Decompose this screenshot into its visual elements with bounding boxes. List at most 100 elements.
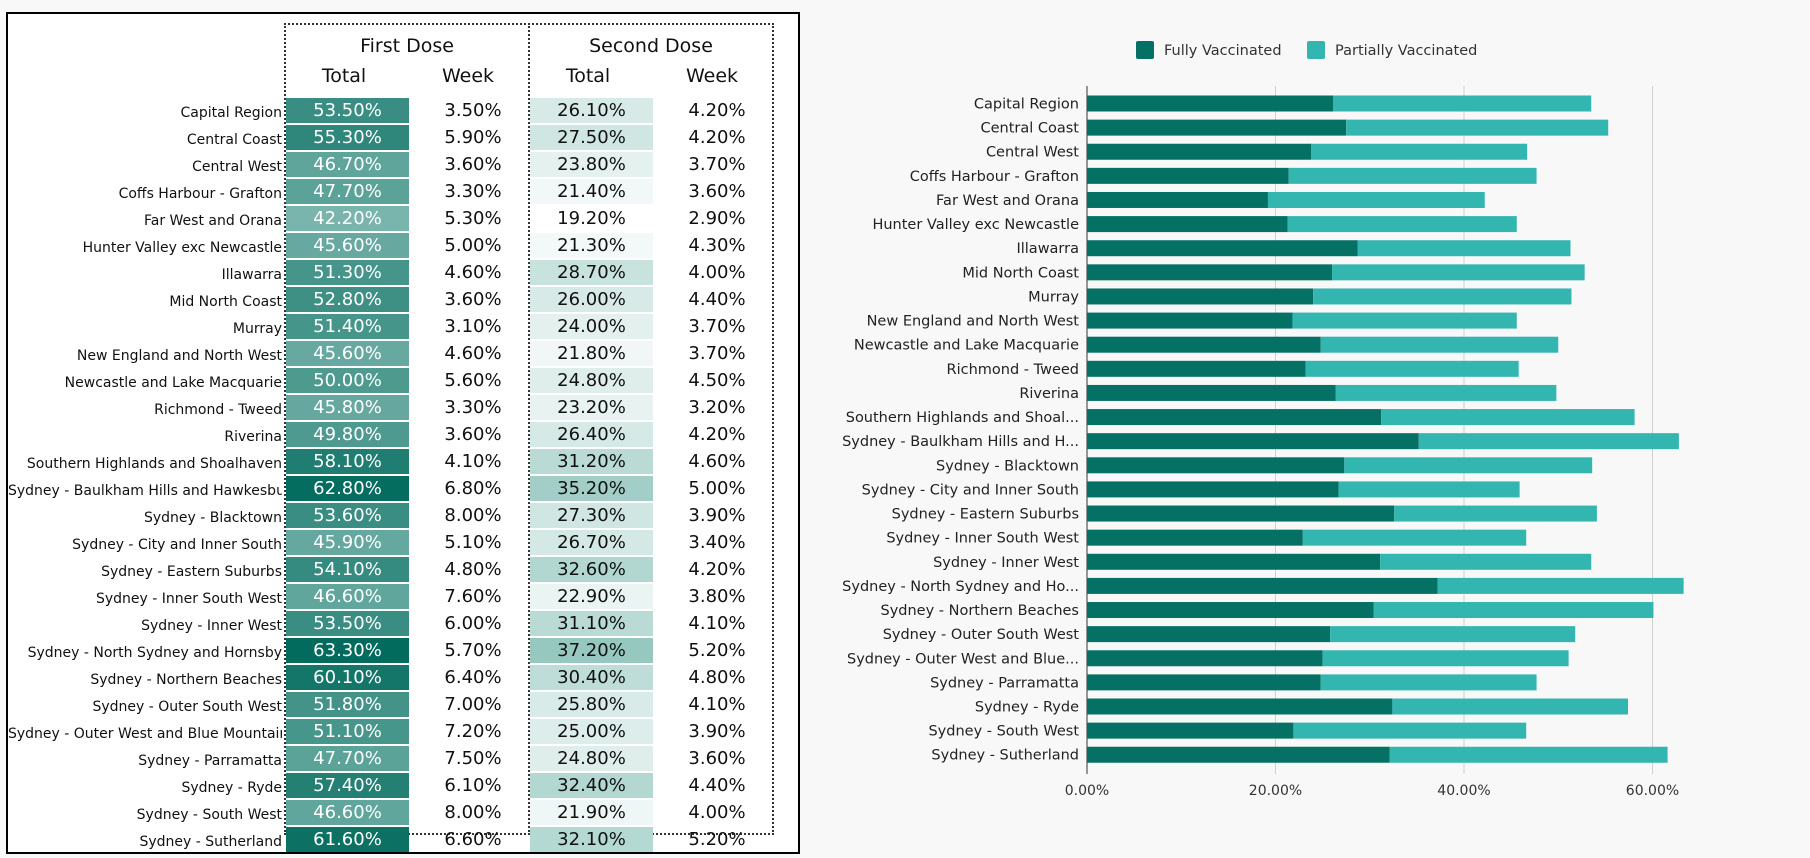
table-row: Coffs Harbour - Grafton 47.70% 3.30% 21.40%… — [8, 179, 798, 206]
bar-fully-vaccinated — [1087, 577, 1438, 594]
first-week-cell: 6.10% — [444, 775, 502, 796]
second-week-header: Week — [685, 65, 739, 87]
bar-fully-vaccinated — [1087, 191, 1268, 208]
first-total-cell: 63.30% — [286, 638, 409, 663]
bar-fully-vaccinated — [1087, 409, 1382, 426]
first-total-cell: 51.40% — [286, 314, 409, 339]
second-total-cell: 23.20% — [530, 395, 653, 420]
second-week-cell: 4.10% — [688, 694, 746, 715]
second-week-cell: 4.40% — [688, 775, 746, 796]
row-region-label: Hunter Valley exc Newcastle — [82, 240, 282, 256]
bar-fully-vaccinated — [1087, 240, 1358, 257]
chart-category-labels: Capital Region Central Coast Central West C… — [842, 97, 1079, 764]
category-label: Riverina — [1019, 386, 1079, 402]
bar-partially-vaccinated — [1302, 529, 1527, 546]
table-row: Sydney - Outer South West 51.80% 7.00% 25.8… — [8, 692, 798, 719]
table-row: Central West 46.70% 3.60% 23.80% 3.70% — [8, 152, 798, 179]
category-label: Sydney - Outer South West — [883, 627, 1080, 643]
bar-fully-vaccinated — [1087, 312, 1293, 329]
second-week-cell: 4.00% — [688, 802, 746, 823]
second-total-cell: 30.40% — [530, 665, 653, 690]
second-total-cell: 23.80% — [530, 152, 653, 177]
table-row: New England and North West 45.60% 4.60% 21.… — [8, 341, 798, 368]
first-week-cell: 7.60% — [444, 586, 502, 607]
category-label: Southern Highlands and Shoal... — [846, 410, 1079, 426]
bar-fully-vaccinated — [1087, 505, 1395, 522]
table-row: Southern Highlands and Shoalhaven 58.10% 4… — [8, 449, 798, 476]
first-total-cell: 45.60% — [286, 233, 409, 258]
first-total-cell: 61.60% — [286, 827, 409, 852]
table-row: Hunter Valley exc Newcastle 45.60% 5.00% 21… — [8, 233, 798, 260]
category-label: Sydney - Blacktown — [936, 458, 1079, 474]
category-label: Sydney - North Sydney and Ho... — [842, 579, 1079, 595]
second-week-cell: 4.20% — [688, 424, 746, 445]
row-region-label: Sydney - Parramatta — [138, 753, 282, 769]
category-label: Sydney - Inner West — [933, 555, 1079, 571]
first-total-cell: 47.70% — [286, 746, 409, 771]
bar-fully-vaccinated — [1087, 457, 1345, 474]
second-week-cell: 4.50% — [688, 370, 746, 391]
bar-fully-vaccinated — [1087, 553, 1381, 570]
bar-fully-vaccinated — [1087, 384, 1336, 401]
row-region-label: Sydney - Eastern Suburbs — [101, 564, 282, 580]
bar-fully-vaccinated — [1087, 264, 1333, 281]
bar-fully-vaccinated — [1087, 626, 1331, 643]
first-total-cell: 45.90% — [286, 530, 409, 555]
second-total-cell: 27.30% — [530, 503, 653, 528]
second-week-cell: 4.80% — [688, 667, 746, 688]
legend-swatch-fully — [1136, 41, 1154, 59]
bar-partially-vaccinated — [1313, 288, 1572, 305]
first-week-cell: 5.90% — [444, 127, 502, 148]
bar-partially-vaccinated — [1320, 674, 1537, 691]
first-week-cell: 3.10% — [444, 316, 502, 337]
chart-legend: Fully Vaccinated Partially Vaccinated — [1136, 41, 1477, 59]
first-total-cell: 51.80% — [286, 692, 409, 717]
bar-fully-vaccinated — [1087, 674, 1321, 691]
bar-partially-vaccinated — [1322, 650, 1569, 667]
first-week-cell: 5.70% — [444, 640, 502, 661]
first-week-cell: 8.00% — [444, 802, 502, 823]
second-total-cell: 32.40% — [530, 773, 653, 798]
bar-partially-vaccinated — [1357, 240, 1571, 257]
bar-partially-vaccinated — [1305, 360, 1519, 377]
second-week-cell: 3.80% — [688, 586, 746, 607]
category-label: Coffs Harbour - Grafton — [910, 169, 1079, 185]
bar-fully-vaccinated — [1087, 481, 1339, 498]
table-row: Sydney - Ryde 57.40% 6.10% 32.40% 4.40% — [8, 773, 798, 800]
bar-partially-vaccinated — [1335, 384, 1557, 401]
category-label: Sydney - Inner South West — [886, 531, 1079, 547]
first-total-cell: 54.10% — [286, 557, 409, 582]
second-week-cell: 4.20% — [688, 100, 746, 121]
table-row: Sydney - Outer West and Blue Mountains 51… — [8, 719, 798, 746]
bar-partially-vaccinated — [1292, 312, 1517, 329]
table-row: Central Coast 55.30% 5.90% 27.50% 4.20% — [8, 125, 798, 152]
second-total-cell: 26.00% — [530, 287, 653, 312]
bar-partially-vaccinated — [1288, 167, 1537, 184]
first-week-cell: 5.30% — [444, 208, 502, 229]
first-week-cell: 3.50% — [444, 100, 502, 121]
bar-partially-vaccinated — [1380, 553, 1592, 570]
first-week-cell: 4.60% — [444, 262, 502, 283]
first-week-header: Week — [441, 65, 495, 87]
row-region-label: Central Coast — [186, 132, 282, 148]
first-week-cell: 3.60% — [444, 154, 502, 175]
second-week-cell: 3.90% — [688, 505, 746, 526]
first-total-cell: 57.40% — [286, 773, 409, 798]
row-region-label: Illawarra — [221, 267, 282, 283]
second-week-cell: 3.20% — [688, 397, 746, 418]
second-total-cell: 24.00% — [530, 314, 653, 339]
first-week-cell: 3.30% — [444, 181, 502, 202]
second-dose-title: Second Dose — [589, 35, 713, 57]
bar-partially-vaccinated — [1389, 746, 1668, 763]
table-row: Riverina 49.80% 3.60% 26.40% 4.20% — [8, 422, 798, 449]
bar-partially-vaccinated — [1332, 95, 1592, 112]
second-week-cell: 3.70% — [688, 154, 746, 175]
bar-partially-vaccinated — [1346, 119, 1609, 136]
first-week-cell: 6.40% — [444, 667, 502, 688]
second-total-cell: 28.70% — [530, 260, 653, 285]
first-total-cell: 45.80% — [286, 395, 409, 420]
first-week-cell: 7.50% — [444, 748, 502, 769]
table-row: Sydney - North Sydney and Hornsby 63.30% 5… — [8, 638, 798, 665]
table-row: Illawarra 51.30% 4.60% 28.70% 4.00% — [8, 260, 798, 287]
bar-fully-vaccinated — [1087, 95, 1333, 112]
